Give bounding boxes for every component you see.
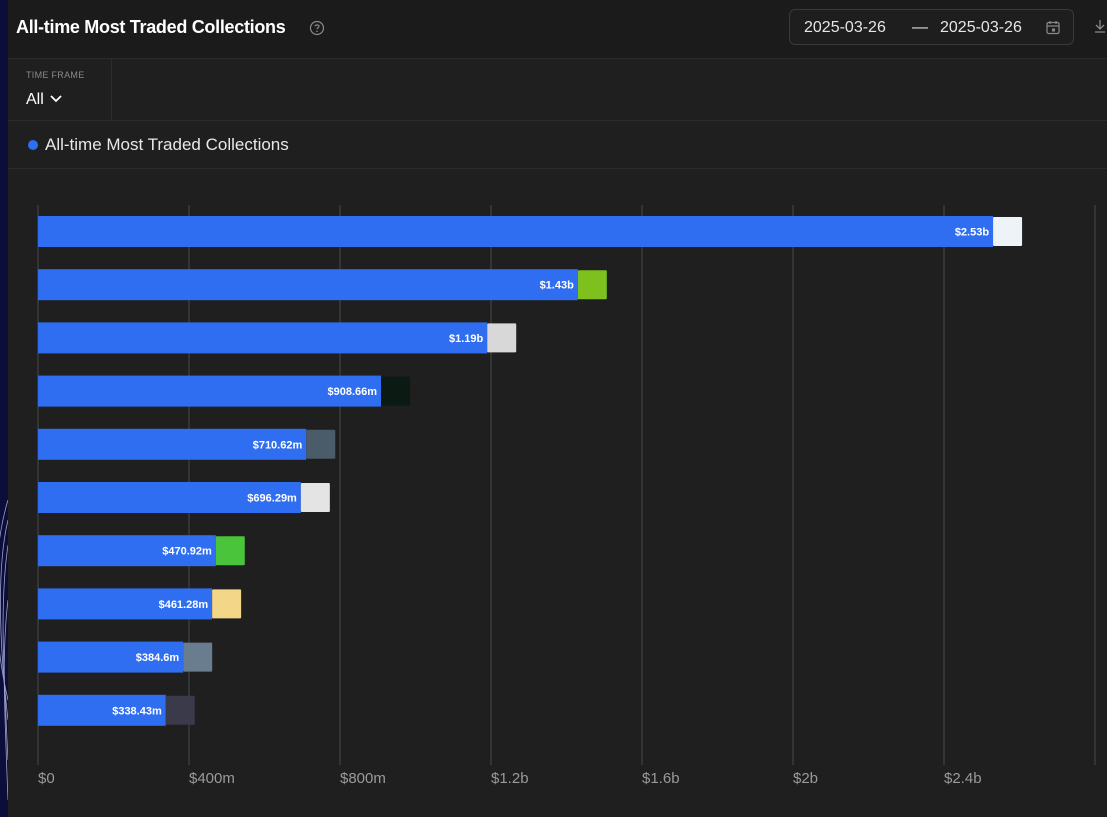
bar[interactable] <box>38 535 216 567</box>
timeframe-selector[interactable]: TIME FRAME All <box>8 58 112 120</box>
bar[interactable] <box>38 322 488 354</box>
date-start: 2025-03-26 <box>804 19 886 36</box>
x-tick-label: $0 <box>38 770 55 787</box>
bar-series: $2.53b $1.43b $1.19b $908.66m $710.62m $696.2… <box>38 216 1023 726</box>
page-title: All-time Most Traded Collections <box>16 17 286 37</box>
collection-thumbnail[interactable] <box>215 536 245 566</box>
chart-panel: All-time Most Traded Collections 2025-03… <box>8 0 1107 817</box>
bar-value-label: $908.66m <box>327 386 377 398</box>
collection-thumbnail[interactable] <box>381 376 411 406</box>
bar-value-label: $338.43m <box>112 705 162 717</box>
bar-value-label: $2.53b <box>955 227 990 239</box>
bar[interactable] <box>38 375 382 407</box>
collection-thumbnail[interactable] <box>487 323 517 353</box>
collection-thumbnail[interactable] <box>300 483 330 512</box>
bar-value-label: $710.62m <box>253 439 303 451</box>
legend-marker <box>28 140 38 150</box>
date-range-picker[interactable]: 2025-03-26 — 2025-03-26 <box>789 9 1074 45</box>
bar[interactable] <box>38 641 184 673</box>
x-tick-label: $2b <box>793 770 818 787</box>
calendar-icon[interactable] <box>1046 20 1060 35</box>
chart-legend: All-time Most Traded Collections <box>8 121 1107 169</box>
x-tick-label: $1.2b <box>491 770 529 787</box>
panel-header: All-time Most Traded Collections 2025-03… <box>8 0 1107 59</box>
bar-value-label: $1.43b <box>540 280 575 292</box>
chevron-down-icon[interactable] <box>50 95 62 103</box>
x-tick-label: $1.6b <box>642 770 680 787</box>
bar[interactable] <box>38 428 307 460</box>
collection-thumbnail[interactable] <box>306 429 336 459</box>
x-axis-ticks: $0 $400m $800m $1.2b $1.6b $2b $2.4b <box>38 770 982 787</box>
timeframe-label: TIME FRAME <box>26 70 85 80</box>
bar[interactable] <box>38 694 166 726</box>
collection-thumbnail[interactable] <box>183 642 213 672</box>
x-tick-label: $2.4b <box>944 770 982 787</box>
x-tick-label: $400m <box>189 770 235 787</box>
bar-value-label: $696.29m <box>247 493 297 505</box>
date-end: 2025-03-26 <box>940 19 1022 36</box>
collection-thumbnail[interactable] <box>212 589 242 619</box>
bar-value-label: $384.6m <box>136 652 180 664</box>
collection-thumbnail[interactable] <box>577 270 607 300</box>
bar[interactable] <box>38 588 213 620</box>
x-tick-label: $800m <box>340 770 386 787</box>
timeframe-bar: TIME FRAME All <box>8 58 1107 121</box>
bar-chart: $2.53b $1.43b $1.19b $908.66m $710.62m $696.2… <box>37 205 1096 787</box>
bar-value-label: $470.92m <box>162 546 212 558</box>
bar[interactable] <box>38 482 301 513</box>
bar-value-label: $1.19b <box>449 333 484 345</box>
download-icon[interactable] <box>1094 18 1107 34</box>
bar[interactable] <box>38 269 578 301</box>
bar[interactable] <box>38 216 994 247</box>
timeframe-value[interactable]: All <box>26 91 44 108</box>
collection-thumbnail[interactable] <box>165 695 195 725</box>
collection-thumbnail[interactable] <box>993 217 1023 246</box>
legend-label[interactable]: All-time Most Traded Collections <box>45 135 289 154</box>
date-separator: — <box>912 19 928 36</box>
bar-value-label: $461.28m <box>159 599 209 611</box>
help-circle-icon[interactable] <box>309 20 325 36</box>
